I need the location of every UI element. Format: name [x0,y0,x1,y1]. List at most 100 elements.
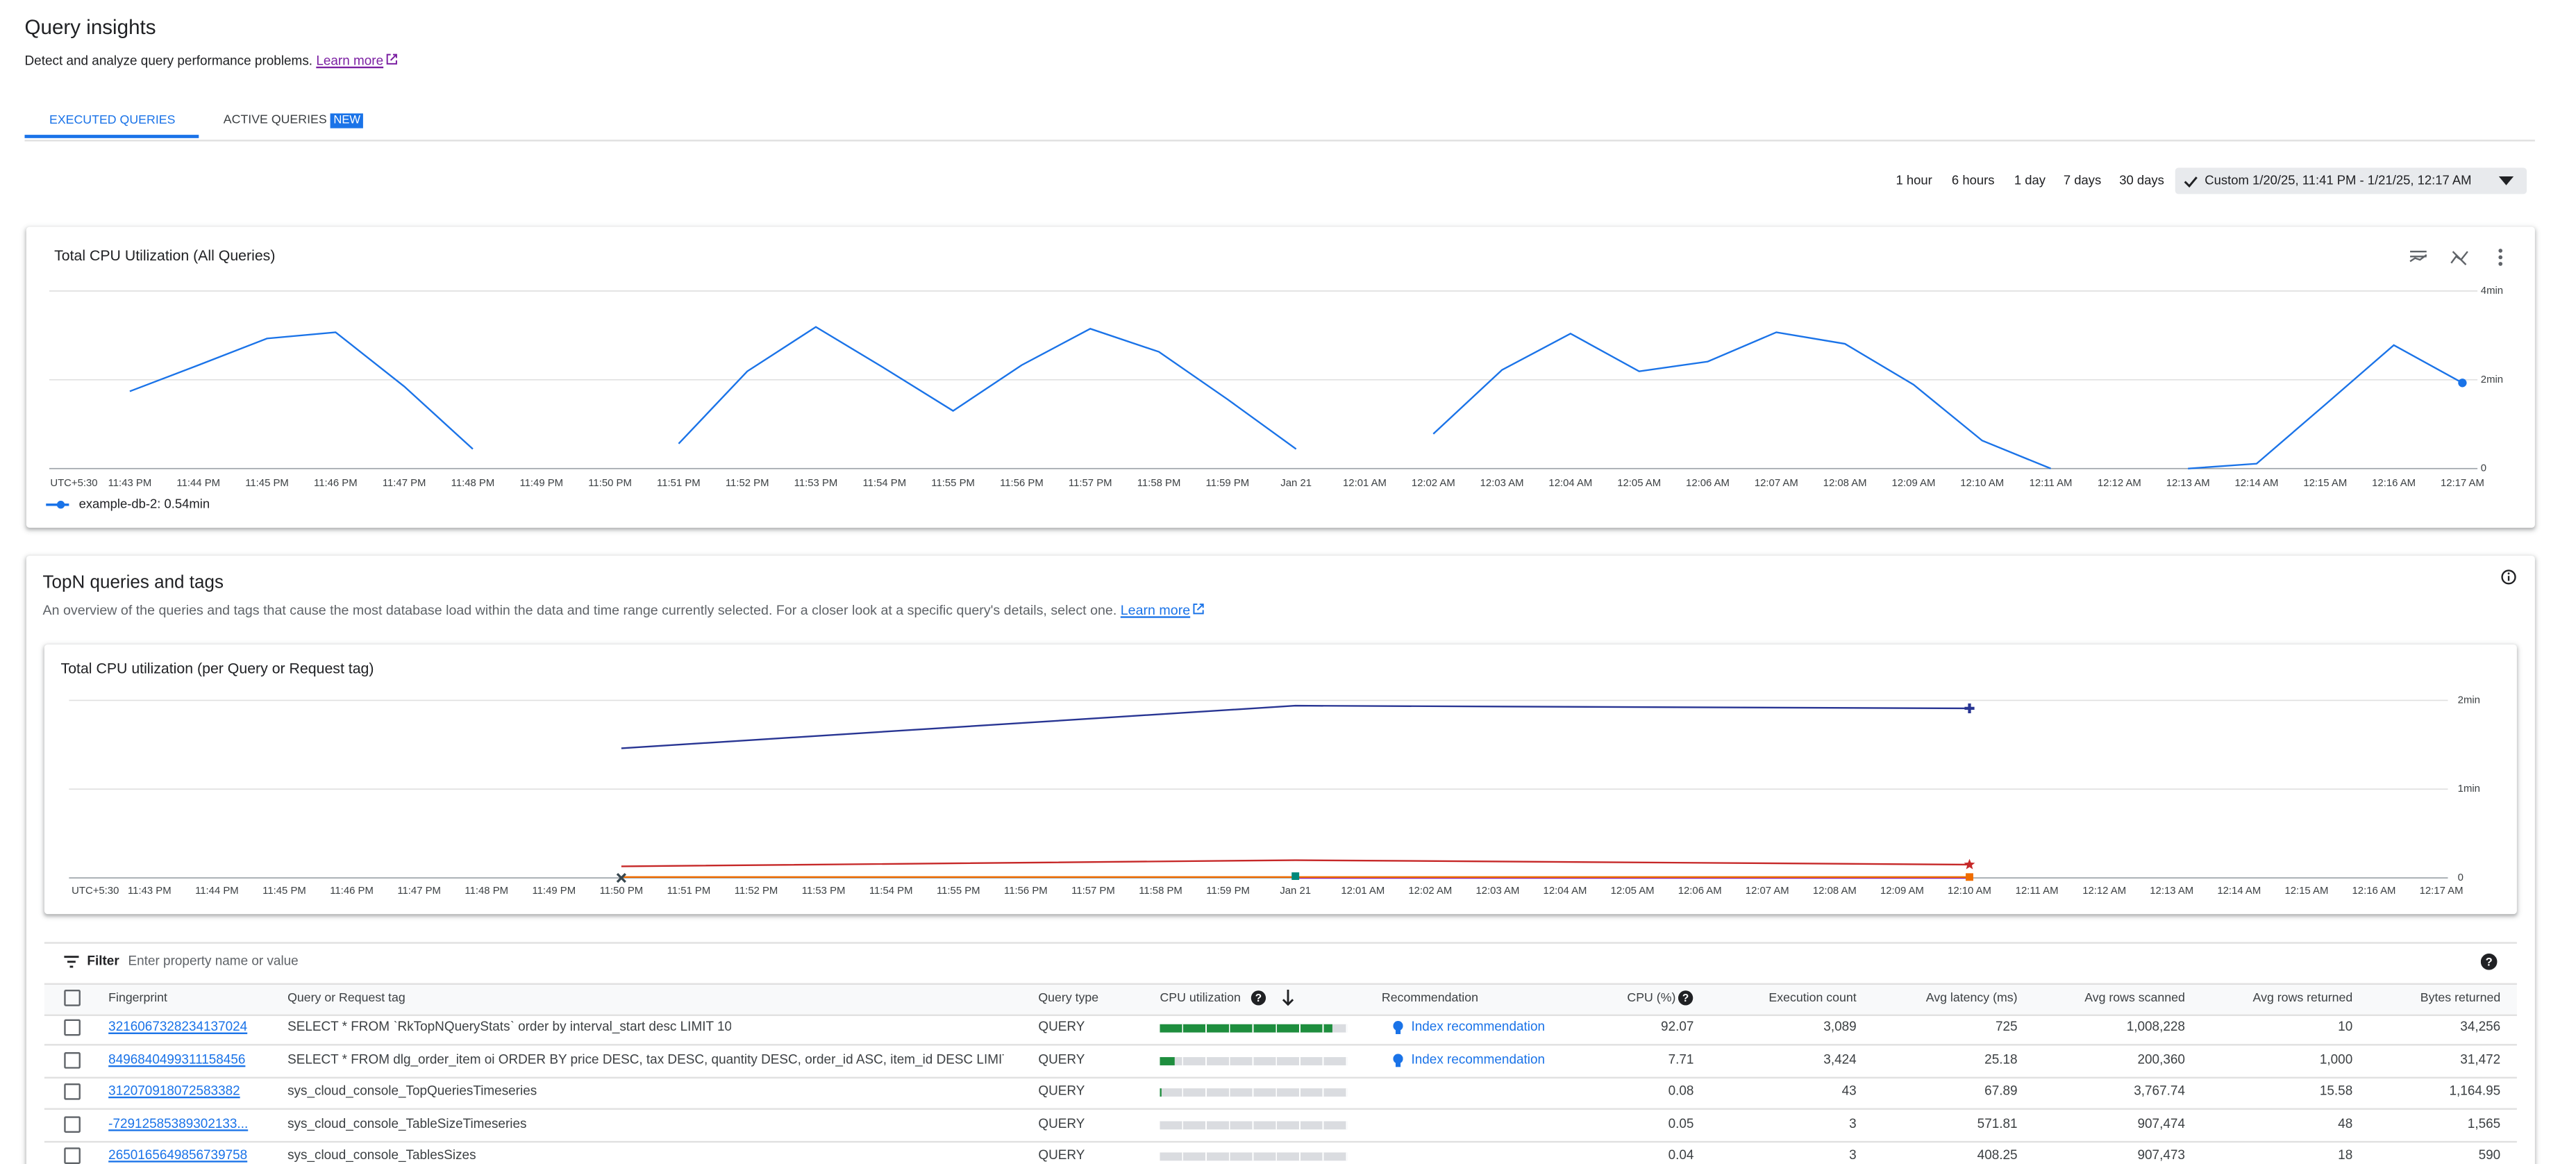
x-tick-label: Jan 21 [1280,886,1311,897]
more-icon[interactable] [2498,249,2503,266]
recommendation-link[interactable]: Index recommendation [1411,1052,1546,1067]
cell-executions: 3,089 [1823,1019,1857,1034]
info-icon[interactable] [2500,569,2517,585]
cell-query: sys_cloud_console_TopQueriesTimeseries [287,1085,537,1099]
time-range[interactable]: 1 day [2014,172,2046,188]
filter-input[interactable]: Enter property name or value [128,953,299,969]
tab-indicator [24,135,199,138]
cpu-card [26,226,2535,528]
cell-returned: 18 [2338,1147,2353,1163]
x-tick-label: 12:06 AM [1686,478,1730,489]
time-range[interactable]: 7 days [2063,172,2102,188]
column-header[interactable]: Fingerprint [108,990,168,1005]
topn-chart-card [44,644,2517,915]
column-header[interactable]: Bytes returned [2420,990,2501,1005]
row-checkbox[interactable] [64,1147,81,1164]
cell-executions: 3,424 [1823,1052,1857,1067]
filter-label[interactable]: Filter [87,953,119,969]
end-marker [2458,379,2467,388]
x-tick-label: 11:53 PM [794,478,838,489]
x-tick-label: 11:51 PM [667,886,711,897]
time-range[interactable]: 1 hour [1896,172,1932,188]
svg-text:?: ? [1682,992,1689,1004]
x-tick-label: 12:14 AM [2235,478,2279,489]
row-checkbox[interactable] [64,1019,81,1036]
cell-query: sys_cloud_console_TableSizeTimeseries [287,1117,527,1131]
cell-latency: 67.89 [1984,1083,2018,1099]
cpu-bar-track [1160,1151,1348,1161]
x-tick-label: 11:43 PM [108,478,152,489]
column-header[interactable]: Query or Request tag [287,990,405,1005]
x-tick-label: Jan 21 [1280,478,1312,489]
x-tick-label: 11:54 PM [863,478,907,489]
fingerprint-link[interactable]: 8496840499311158456 [108,1052,246,1067]
cell-latency: 725 [1995,1019,2018,1034]
external-icon [387,53,398,65]
x-tick-label: 12:15 AM [2284,886,2328,897]
cell-bytes: 1,565 [2467,1116,2501,1131]
cell-scanned: 907,473 [2137,1147,2185,1163]
anomaly-icon[interactable] [2450,251,2468,265]
tab-executed[interactable]: EXECUTED QUERIES [49,112,176,127]
row-divider [44,1107,2517,1109]
cell-type: QUERY [1038,1052,1085,1067]
topn-learn-more[interactable]: Learn more [1120,601,1191,618]
column-header[interactable]: Recommendation [1381,990,1478,1005]
column-header[interactable]: CPU (%) [1627,990,1676,1005]
column-header[interactable]: Execution count [1768,990,1857,1005]
x-tick-label: 12:01 AM [1343,478,1387,489]
row-checkbox[interactable] [64,1116,81,1133]
cell-bytes: 1,164.95 [2449,1083,2501,1099]
column-header[interactable]: Query type [1038,990,1099,1005]
tab-active[interactable]: ACTIVE QUERIES NEW [223,111,364,128]
x-tick-label: 11:50 PM [600,886,644,897]
cell-returned: 48 [2338,1116,2353,1131]
custom-range-button[interactable]: Custom 1/20/25, 11:41 PM - 1/21/25, 12:1… [2175,167,2527,194]
fingerprint-link[interactable]: 2650165649856739758 [108,1147,248,1163]
x-tick-label: 11:58 PM [1139,886,1182,897]
external-icon [1194,604,1205,615]
x-tick-label: 11:47 PM [383,478,426,489]
column-header[interactable]: Avg latency (ms) [1925,990,2018,1005]
x-tick-label: 11:50 PM [588,478,632,489]
chart-toolbar [2409,249,2503,266]
x-tick-label: 12:06 AM [1678,886,1722,897]
cpu-chart-title: Total CPU Utilization (All Queries) [54,247,276,264]
x-tick-label: 12:07 AM [1755,478,1798,489]
tab-divider [24,140,2535,142]
row-checkbox[interactable] [64,1083,81,1100]
header-checkbox[interactable] [64,990,81,1006]
x-tick-label: 11:51 PM [657,478,701,489]
help-icon[interactable]: ? [2480,953,2498,970]
learn-more-link[interactable]: Learn more [316,53,384,69]
cpu-bar-gaps [1160,1151,1348,1161]
time-range[interactable]: 30 days [2119,172,2164,188]
x-tick-label: 12:05 AM [1617,478,1661,489]
tab-active-label: ACTIVE QUERIES [223,111,327,127]
x-tick-label: 11:45 PM [245,478,289,489]
column-header[interactable]: Avg rows scanned [2084,990,2185,1005]
fingerprint-link[interactable]: 3216067328234137024 [108,1019,248,1034]
x-tick-label: 11:48 PM [451,478,495,489]
cell-type: QUERY [1038,1019,1085,1034]
x-tick-label: 12:15 AM [2303,478,2347,489]
cell-cpu: 0.08 [1668,1083,1694,1099]
x-tick-label: 11:46 PM [314,478,358,489]
time-range[interactable]: 6 hours [1951,172,1995,188]
row-checkbox[interactable] [64,1052,81,1069]
compare-icon[interactable] [2409,250,2427,263]
x-tick-label: 12:12 AM [2098,478,2141,489]
fingerprint-link[interactable]: -72912585389302133... [108,1116,249,1131]
table-header [44,983,2517,1016]
x-tick-label: 11:43 PM [128,886,172,897]
fingerprint-link[interactable]: 312070918072583382 [108,1083,240,1099]
check-icon [2184,176,2198,188]
topn-description-text: An overview of the queries and tags that… [42,601,1117,618]
x-tick-label: 12:17 AM [2441,478,2484,489]
column-header[interactable]: Avg rows returned [2252,990,2353,1005]
recommendation-link[interactable]: Index recommendation [1411,1019,1546,1034]
x-tick-label: 11:44 PM [195,886,239,897]
cell-executions: 3 [1849,1116,1857,1131]
column-header[interactable]: CPU utilization [1160,990,1241,1005]
